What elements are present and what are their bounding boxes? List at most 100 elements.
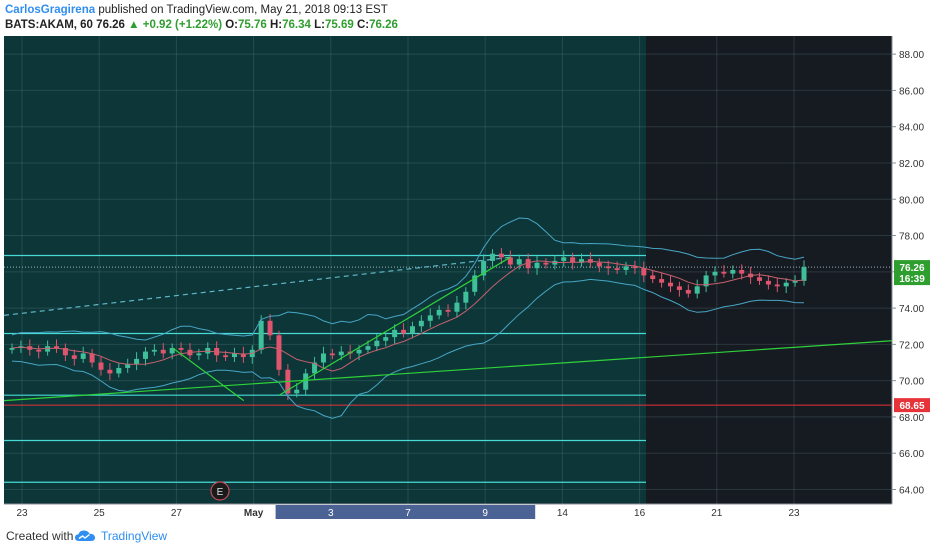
y-tick-label: 74.00 xyxy=(899,304,924,315)
y-tick-label: 72.00 xyxy=(899,340,924,351)
candle[interactable] xyxy=(258,320,264,350)
candle[interactable] xyxy=(276,335,282,370)
candle[interactable] xyxy=(534,262,540,269)
candle[interactable] xyxy=(436,309,442,316)
candle[interactable] xyxy=(614,268,620,270)
candle[interactable] xyxy=(45,346,51,352)
candle[interactable] xyxy=(142,351,148,359)
candle[interactable] xyxy=(98,362,104,370)
candle[interactable] xyxy=(712,271,718,276)
close-label: C: xyxy=(356,19,370,31)
candle[interactable] xyxy=(525,259,531,269)
candle[interactable] xyxy=(792,280,798,283)
candle[interactable] xyxy=(623,266,629,270)
candle[interactable] xyxy=(365,346,371,350)
candle[interactable] xyxy=(80,353,86,359)
candle[interactable] xyxy=(703,275,709,287)
candle[interactable] xyxy=(596,262,602,267)
price-axis-label: 68.65 xyxy=(899,401,924,412)
price-axis-label: 76.26 xyxy=(899,263,924,274)
candle[interactable] xyxy=(561,257,567,261)
publish-line: CarlosGragirena published on TradingView… xyxy=(5,3,388,17)
bollinger-upper-band xyxy=(11,217,805,341)
candle[interactable] xyxy=(240,353,246,358)
candle[interactable] xyxy=(676,286,682,290)
candle[interactable] xyxy=(668,282,674,287)
candle[interactable] xyxy=(125,364,131,368)
candle[interactable] xyxy=(169,348,175,354)
candle[interactable] xyxy=(196,353,202,356)
trend-line[interactable] xyxy=(172,347,245,402)
candle[interactable] xyxy=(53,346,59,348)
candle[interactable] xyxy=(739,270,745,274)
candle[interactable] xyxy=(89,353,95,363)
candle[interactable] xyxy=(320,353,326,363)
candle[interactable] xyxy=(472,275,478,292)
candle[interactable] xyxy=(71,355,77,359)
candle[interactable] xyxy=(329,353,335,356)
candle[interactable] xyxy=(62,348,68,356)
trend-line[interactable] xyxy=(278,256,511,396)
candle[interactable] xyxy=(36,349,42,352)
candle[interactable] xyxy=(409,326,415,334)
x-tick-label: 16 xyxy=(634,508,646,519)
candle[interactable] xyxy=(294,389,300,394)
candle[interactable] xyxy=(160,349,166,354)
candle[interactable] xyxy=(116,367,122,374)
candle[interactable] xyxy=(605,266,611,269)
candle[interactable] xyxy=(783,282,789,287)
candle[interactable] xyxy=(338,351,344,356)
candle[interactable] xyxy=(107,369,113,374)
candle[interactable] xyxy=(507,257,513,265)
candle[interactable] xyxy=(312,362,318,374)
candle[interactable] xyxy=(303,373,309,390)
high-label: H: xyxy=(270,19,283,31)
candle[interactable] xyxy=(383,337,389,341)
candle[interactable] xyxy=(454,302,460,312)
candle[interactable] xyxy=(721,271,727,274)
author-link[interactable]: CarlosGragirena xyxy=(5,4,96,16)
candle[interactable] xyxy=(579,259,585,263)
candle[interactable] xyxy=(427,315,433,321)
tradingview-brand[interactable]: TradingView xyxy=(101,529,168,543)
candle[interactable] xyxy=(757,277,763,281)
candle[interactable] xyxy=(9,348,15,350)
moving-average-line xyxy=(11,260,805,372)
earnings-marker-label: E xyxy=(217,487,224,498)
earnings-marker-icon[interactable] xyxy=(210,481,230,501)
trend-line[interactable] xyxy=(3,340,893,402)
candle[interactable] xyxy=(445,309,451,312)
price-chart[interactable]: 64.0066.0068.0070.0072.0074.0076.0078.00… xyxy=(0,34,932,520)
candle[interactable] xyxy=(356,349,362,354)
candle[interactable] xyxy=(134,358,140,365)
candle[interactable] xyxy=(543,262,549,265)
candle[interactable] xyxy=(659,279,665,283)
candle[interactable] xyxy=(570,257,576,263)
candle[interactable] xyxy=(498,253,504,258)
candle[interactable] xyxy=(632,266,638,269)
candle[interactable] xyxy=(694,286,700,294)
candle[interactable] xyxy=(178,348,184,350)
x-tick-label: 7 xyxy=(405,508,411,519)
candle[interactable] xyxy=(392,329,398,338)
candle[interactable] xyxy=(801,267,807,281)
candle[interactable] xyxy=(774,284,780,287)
candle[interactable] xyxy=(223,355,229,358)
dashed-trend-line[interactable] xyxy=(3,256,511,316)
candle[interactable] xyxy=(685,289,691,294)
candle[interactable] xyxy=(765,280,771,285)
candle[interactable] xyxy=(401,329,407,334)
candle[interactable] xyxy=(481,260,487,276)
candle[interactable] xyxy=(267,320,273,336)
candle[interactable] xyxy=(730,270,736,274)
candle[interactable] xyxy=(490,253,496,261)
candle[interactable] xyxy=(374,340,380,347)
candle[interactable] xyxy=(641,268,647,276)
candle[interactable] xyxy=(418,320,424,327)
candle[interactable] xyxy=(151,349,157,352)
candle[interactable] xyxy=(463,291,469,303)
candle[interactable] xyxy=(650,275,656,280)
candle[interactable] xyxy=(516,259,522,265)
candle[interactable] xyxy=(231,353,237,358)
tradingview-cloud-icon xyxy=(75,530,95,541)
